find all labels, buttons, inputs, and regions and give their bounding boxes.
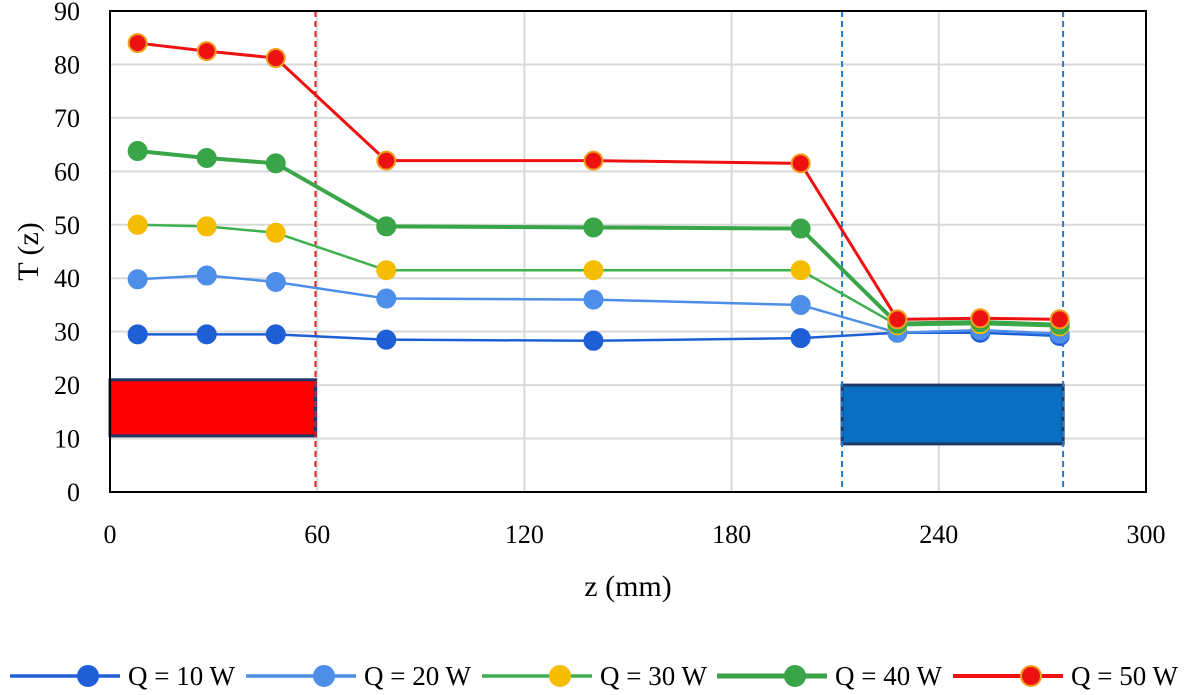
plot-frame [109,10,1147,493]
data-point [790,153,811,174]
data-point [196,265,217,286]
series-1 [127,322,1070,351]
tick-labels: 0 10 20 30 40 50 60 70 80 90 0 60 120 180 240 300 [54,0,1166,549]
legend-label: Q = 50 W [1071,661,1178,691]
data-point [127,324,148,345]
data-point [127,269,148,290]
data-point [127,214,148,235]
legend-marker [1020,665,1042,687]
data-point [127,33,148,54]
series-layer [127,33,1070,351]
legend-label: Q = 40 W [835,661,942,691]
data-point [196,324,217,345]
data-point [376,329,397,350]
data-point [196,41,217,62]
y-tick-label: 90 [54,0,80,26]
data-point [376,288,397,309]
data-point [265,48,286,69]
data-point [265,324,286,345]
cooler-block [840,383,1065,446]
data-point [887,309,908,330]
y-tick-label: 0 [67,478,80,507]
x-tick-label: 240 [919,520,958,549]
y-tick-label: 50 [54,211,80,240]
data-point [790,218,811,239]
legend-label: Q = 30 W [600,661,707,691]
series-5 [127,33,1070,330]
data-point [583,289,604,310]
x-axis-title: z (mm) [584,570,671,603]
y-tick-label: 80 [54,50,80,79]
data-point [583,330,604,351]
data-point [127,141,148,162]
data-point [790,294,811,315]
legend: Q = 10 W Q = 20 W Q = 30 W Q = 40 W Q = 50 W [10,661,1178,691]
data-point [1049,309,1070,330]
x-tick-label: 0 [104,520,117,549]
data-point [265,222,286,243]
y-tick-label: 20 [54,371,80,400]
x-tick-label: 180 [712,520,751,549]
data-point [790,260,811,281]
data-point [583,150,604,171]
data-point [196,147,217,168]
data-point [376,216,397,237]
heater-block [108,378,317,438]
y-tick-label: 30 [54,318,80,347]
y-tick-label: 40 [54,264,80,293]
y-tick-label: 60 [54,157,80,186]
data-point [196,216,217,237]
y-axis-title: T (z) [12,222,45,281]
legend-label: Q = 20 W [364,661,471,691]
data-point [265,271,286,292]
legend-label: Q = 10 W [128,661,235,691]
data-point [583,260,604,281]
legend-marker [77,665,99,687]
data-point [376,260,397,281]
x-tick-label: 120 [505,520,544,549]
y-tick-label: 70 [54,104,80,133]
data-point [970,308,991,329]
legend-marker [549,665,571,687]
data-point [790,328,811,349]
legend-marker [784,665,806,687]
x-tick-label: 60 [304,520,330,549]
data-point [265,153,286,174]
legend-marker [313,665,335,687]
data-point [376,150,397,171]
data-point [583,217,604,238]
y-tick-label: 10 [54,425,80,454]
x-tick-label: 300 [1127,520,1166,549]
annotation-layer [108,11,1065,492]
